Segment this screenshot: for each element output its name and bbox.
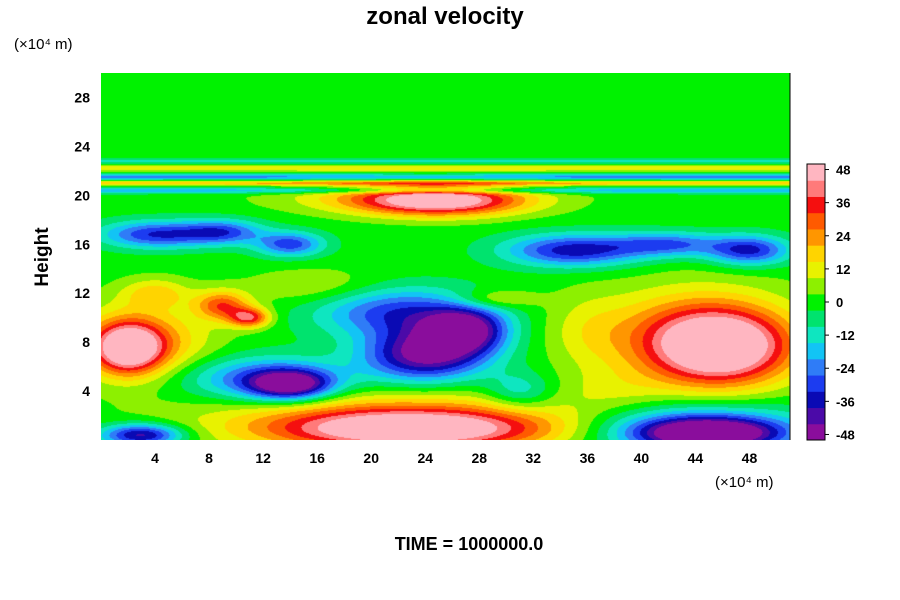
colorbar-swatch xyxy=(807,261,825,279)
x-tick-label: 4 xyxy=(151,450,159,466)
colorbar-swatch xyxy=(807,326,825,344)
x-tick-label: 48 xyxy=(742,450,758,466)
y-tick-label: 4 xyxy=(82,383,90,399)
chart-title: zonal velocity xyxy=(366,3,524,30)
time-label: TIME = 1000000.0 xyxy=(395,534,544,554)
y-tick-label: 24 xyxy=(74,138,90,154)
colorbar-tick-label: 36 xyxy=(836,196,850,211)
y-tick-label: 8 xyxy=(82,334,90,350)
colorbar-swatch xyxy=(807,391,825,409)
y-axis-label: Height xyxy=(32,227,53,287)
colorbar-swatch xyxy=(807,407,825,425)
colorbar-swatch xyxy=(807,423,825,441)
x-tick-label: 12 xyxy=(255,450,271,466)
colorbar-swatch xyxy=(807,310,825,327)
y-axis-unit: (×10⁴ m) xyxy=(14,36,73,53)
colorbar-swatch xyxy=(807,358,825,376)
colorbar-swatch xyxy=(807,342,825,360)
x-tick-label: 8 xyxy=(205,450,213,466)
plot-area xyxy=(101,73,791,440)
colorbar-swatch xyxy=(807,293,825,311)
x-tick-label: 36 xyxy=(580,450,596,466)
colorbar-swatch xyxy=(807,212,825,230)
colorbar-tick-label: -36 xyxy=(836,394,855,409)
y-tick-label: 16 xyxy=(74,236,90,252)
colorbar-swatch xyxy=(807,180,825,197)
colorbar-tick-label: 12 xyxy=(836,262,850,277)
x-tick-label: 16 xyxy=(309,450,325,466)
colorbar: 48 36 24 12 0 -12 -24 -36 -48 xyxy=(807,163,856,442)
y-tick-label: 20 xyxy=(74,187,90,203)
x-tick-label: 44 xyxy=(688,450,704,466)
y-tick-label: 28 xyxy=(74,89,90,105)
x-tick-label: 24 xyxy=(417,450,433,466)
y-tick-labels: 4 8 12 16 20 24 28 xyxy=(74,89,90,399)
colorbar-swatch xyxy=(807,375,825,392)
y-tick-label: 12 xyxy=(74,285,90,301)
x-tick-label: 28 xyxy=(471,450,487,466)
colorbar-swatch xyxy=(807,277,825,295)
colorbar-tick-label: -48 xyxy=(836,427,855,442)
colorbar-swatch xyxy=(807,228,825,246)
heatmap-field xyxy=(101,73,790,440)
colorbar-swatch xyxy=(807,245,825,262)
colorbar-swatch xyxy=(807,196,825,214)
colorbar-tick-label: -24 xyxy=(836,361,856,376)
colorbar-tick-label: -12 xyxy=(836,328,855,343)
colorbar-swatch xyxy=(807,164,825,181)
x-tick-labels: 4 8 12 16 20 24 28 32 36 40 44 48 xyxy=(151,450,757,466)
x-axis-unit: (×10⁴ m) xyxy=(715,474,774,491)
colorbar-frame xyxy=(806,163,826,441)
colorbar-tick-label: 24 xyxy=(836,229,851,244)
colorbar-tick-label: 0 xyxy=(836,295,843,310)
colorbar-tick-label: 48 xyxy=(836,163,850,178)
x-tick-label: 32 xyxy=(526,450,542,466)
x-tick-label: 20 xyxy=(363,450,379,466)
x-tick-label: 40 xyxy=(634,450,650,466)
